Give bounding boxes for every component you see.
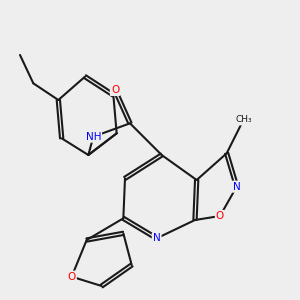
Text: O: O — [216, 211, 224, 221]
Text: N: N — [153, 233, 160, 243]
Text: NH: NH — [85, 132, 101, 142]
Text: CH₃: CH₃ — [235, 116, 252, 124]
Text: O: O — [111, 85, 119, 95]
Text: N: N — [233, 182, 241, 192]
Text: O: O — [68, 272, 76, 282]
